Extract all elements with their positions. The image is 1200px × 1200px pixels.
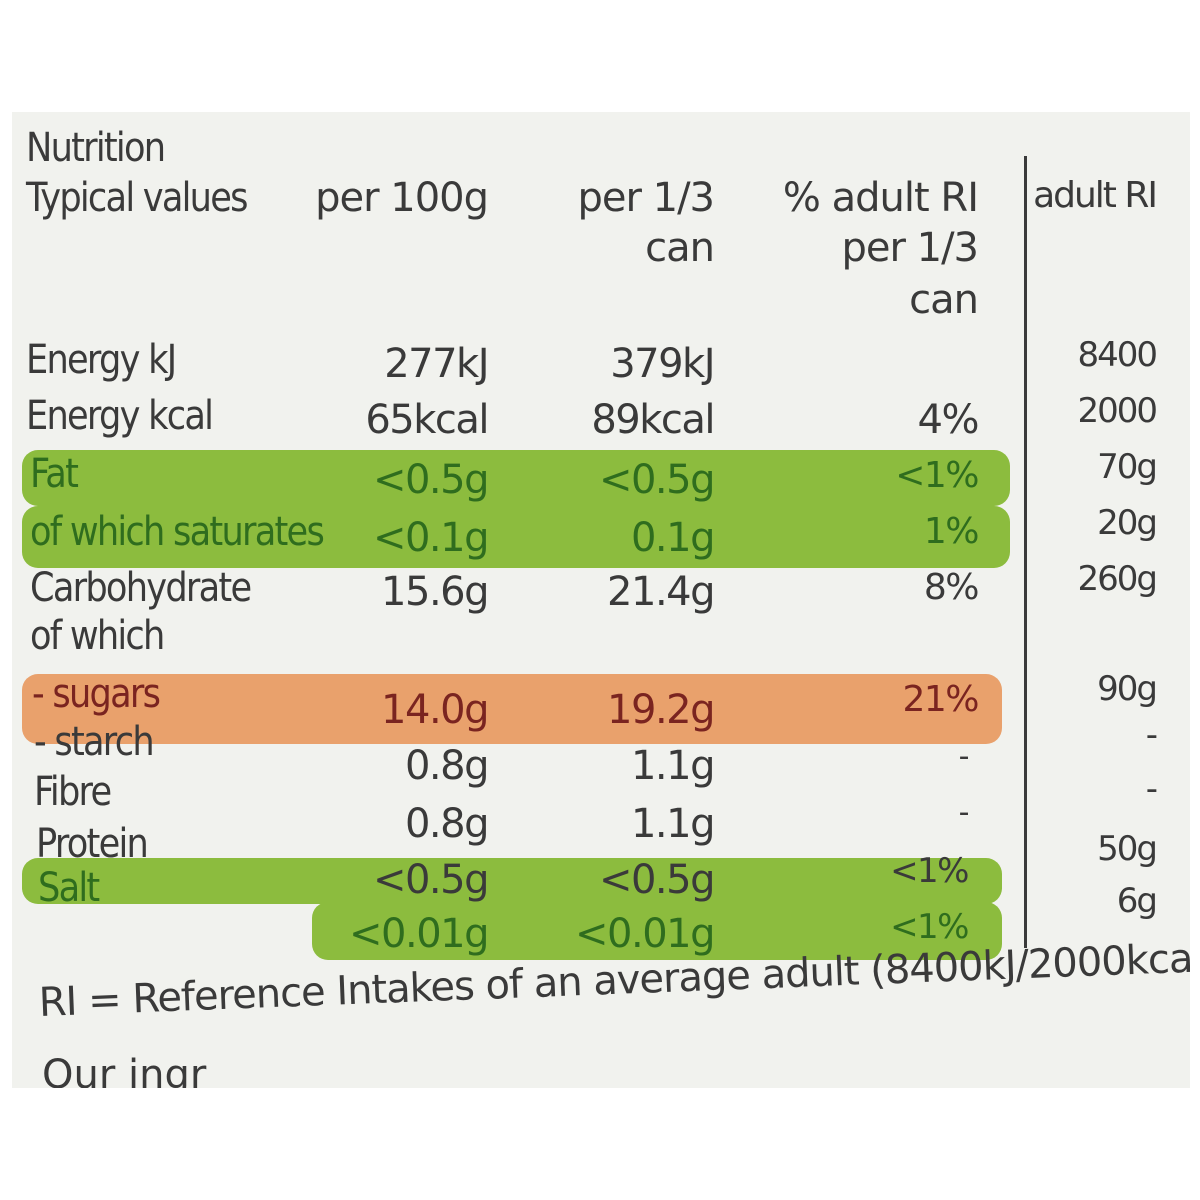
sugars-ri-percent: 21% [902, 679, 979, 720]
salt-per100: <0.01g [349, 911, 489, 957]
fibre-ri-percent: - [958, 739, 970, 774]
salt-per-third: <0.01g [575, 911, 715, 957]
ri-percent-header-line3: can [909, 277, 979, 323]
sugars-per-third: 19.2g [607, 687, 715, 733]
row-label-saturates: of which saturates [30, 509, 325, 555]
salt-unlabeled-per100: <0.5g [372, 857, 490, 903]
row-label-salt: Salt [38, 865, 100, 911]
row-label-sugars: - sugars [32, 671, 161, 717]
adult-ri-header: adult RI [1033, 175, 1158, 216]
energy-kcal-ri-percent: 4% [917, 397, 980, 443]
energy-kcal-adult-ri: 2000 [1077, 391, 1158, 431]
energy-kcal-per100: 65kcal [365, 397, 489, 443]
saturates-per-third: 0.1g [630, 515, 716, 561]
row-label-energy-kj: Energy kJ [26, 337, 177, 383]
row-label-carbohydrate: Carbohydrate [30, 565, 252, 611]
row-label-fibre: Fibre [34, 769, 112, 815]
fat-per100: <0.5g [372, 457, 490, 503]
energy-kj-per100: 277kJ [384, 341, 489, 387]
row-label-starch: - starch [34, 719, 155, 765]
carbohydrate-per100: 15.6g [381, 569, 489, 615]
sugars-adult-ri: 90g [1097, 669, 1158, 709]
saturates-ri-percent: 1% [923, 511, 980, 552]
salt-unlabeled-per-third: <0.5g [598, 857, 716, 903]
salt-ri-percent: <1% [890, 907, 969, 947]
salt-highlight-band [22, 858, 1002, 904]
nutrition-label: Nutrition Typical values per 100g per 1/… [12, 112, 1190, 1088]
fibre-adult-ri: - [1145, 769, 1158, 809]
row-label-protein: Protein [36, 821, 149, 867]
carbohydrate-per-third: 21.4g [607, 569, 715, 615]
energy-kcal-per-third: 89kcal [591, 397, 715, 443]
starch-adult-ri: - [1145, 715, 1158, 755]
row-label-of-which: of which [30, 613, 165, 659]
adult-ri-divider [1024, 156, 1027, 948]
fibre-per-third: 1.1g [630, 743, 716, 789]
fat-highlight-band [22, 450, 1010, 506]
salt-adult-ri: 6g [1116, 881, 1158, 921]
saturates-highlight-band [22, 506, 1010, 568]
protein-ri-percent: - [958, 795, 970, 830]
ri-percent-header-line2: per 1/3 [841, 225, 979, 271]
carbohydrate-ri-percent: 8% [923, 567, 980, 608]
row-label-fat: Fat [30, 451, 79, 497]
energy-kj-adult-ri: 8400 [1077, 335, 1158, 375]
ri-percent-header-line1: % adult RI [782, 175, 979, 221]
protein-adult-ri: 50g [1097, 829, 1158, 869]
per-third-can-header-line2: can [645, 225, 715, 271]
carbohydrate-adult-ri: 260g [1077, 559, 1158, 599]
sugars-highlight-band [22, 674, 1002, 744]
protein-per100: 0.8g [404, 801, 490, 847]
fat-adult-ri: 70g [1097, 447, 1158, 487]
per-third-can-header-line1: per 1/3 [577, 175, 715, 221]
ingredients-partial-text: Our ingr [42, 1052, 207, 1088]
sugars-per100: 14.0g [381, 687, 489, 733]
fat-per-third: <0.5g [598, 457, 716, 503]
nutrition-title: Nutrition [26, 125, 166, 171]
energy-kj-per-third: 379kJ [610, 341, 715, 387]
protein-per-third: 1.1g [630, 801, 716, 847]
per-100g-header: per 100g [315, 175, 489, 221]
row-label-energy-kcal: Energy kcal [26, 393, 214, 439]
salt-value-band [312, 902, 1002, 960]
fibre-per100: 0.8g [404, 743, 490, 789]
salt-unlabeled-ri-percent: <1% [890, 851, 969, 891]
saturates-adult-ri: 20g [1097, 503, 1158, 543]
typical-values-label: Typical values [26, 175, 248, 221]
fat-ri-percent: <1% [895, 455, 979, 496]
saturates-per100: <0.1g [372, 515, 490, 561]
